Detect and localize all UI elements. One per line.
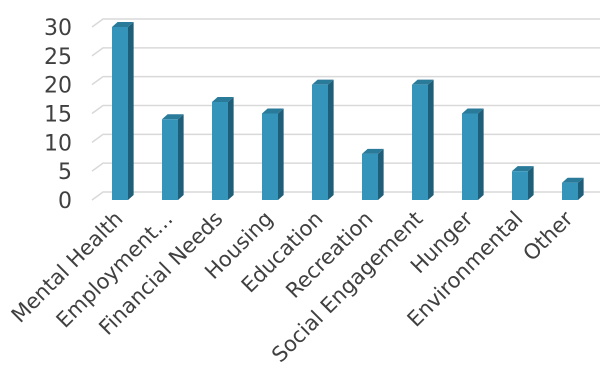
bar-top-face: [462, 108, 484, 114]
bar-top-face: [112, 22, 134, 27]
bar-front-face: [262, 113, 278, 200]
gridline: [91, 191, 600, 201]
y-tick-label: 5: [58, 160, 72, 185]
bar-front-face: [412, 84, 428, 200]
y-tick-label: 30: [44, 16, 72, 41]
bar-side-face: [178, 114, 184, 200]
gridlines: [91, 18, 600, 201]
bar-side-face: [428, 79, 434, 200]
bar-front-face: [512, 171, 528, 200]
bar-top-face: [212, 96, 234, 102]
bar: [312, 79, 334, 200]
bar-top-face: [362, 148, 384, 154]
bar-side-face: [228, 96, 234, 200]
y-tick-label: 10: [44, 131, 72, 156]
bar: [512, 166, 534, 200]
bar-top-face: [162, 114, 184, 120]
bar-side-face: [478, 108, 484, 200]
gridline: [91, 47, 600, 57]
bar-side-face: [128, 22, 134, 200]
y-axis-tick-labels: 0 5 10 15 20 25 30: [44, 16, 72, 214]
bar: [562, 177, 584, 200]
x-tick-label: Other: [518, 206, 577, 265]
bar-side-face: [328, 79, 334, 200]
bar-side-face: [528, 166, 534, 200]
y-tick-label: 20: [44, 74, 72, 99]
bar-side-face: [378, 148, 384, 200]
gridline: [91, 162, 600, 172]
bar: [262, 108, 284, 200]
bar-front-face: [562, 182, 578, 200]
bar-top-face: [262, 108, 284, 114]
bar-side-face: [278, 108, 284, 200]
bar-front-face: [162, 119, 178, 200]
bar-top-face: [412, 79, 434, 85]
bar-front-face: [362, 153, 378, 200]
bar: [362, 148, 384, 200]
bar-front-face: [212, 101, 228, 200]
bar-top-face: [512, 166, 534, 172]
bar-top-face: [562, 177, 584, 183]
y-tick-label: 25: [44, 45, 72, 70]
bar-side-face: [578, 177, 584, 200]
bar: [112, 22, 134, 200]
bar-top-face: [312, 79, 334, 85]
bar: [212, 96, 234, 200]
bar: [462, 108, 484, 200]
gridline: [91, 133, 600, 143]
y-tick-label: 0: [58, 189, 72, 214]
bar-front-face: [462, 113, 478, 200]
gridline: [91, 75, 600, 86]
bar-front-face: [312, 84, 328, 200]
bars: [112, 22, 584, 200]
gridline: [91, 104, 600, 115]
gridline: [91, 18, 600, 28]
bar-front-face: [112, 27, 128, 200]
bar: [162, 114, 184, 200]
y-tick-label: 15: [44, 103, 72, 128]
bar: [412, 79, 434, 200]
